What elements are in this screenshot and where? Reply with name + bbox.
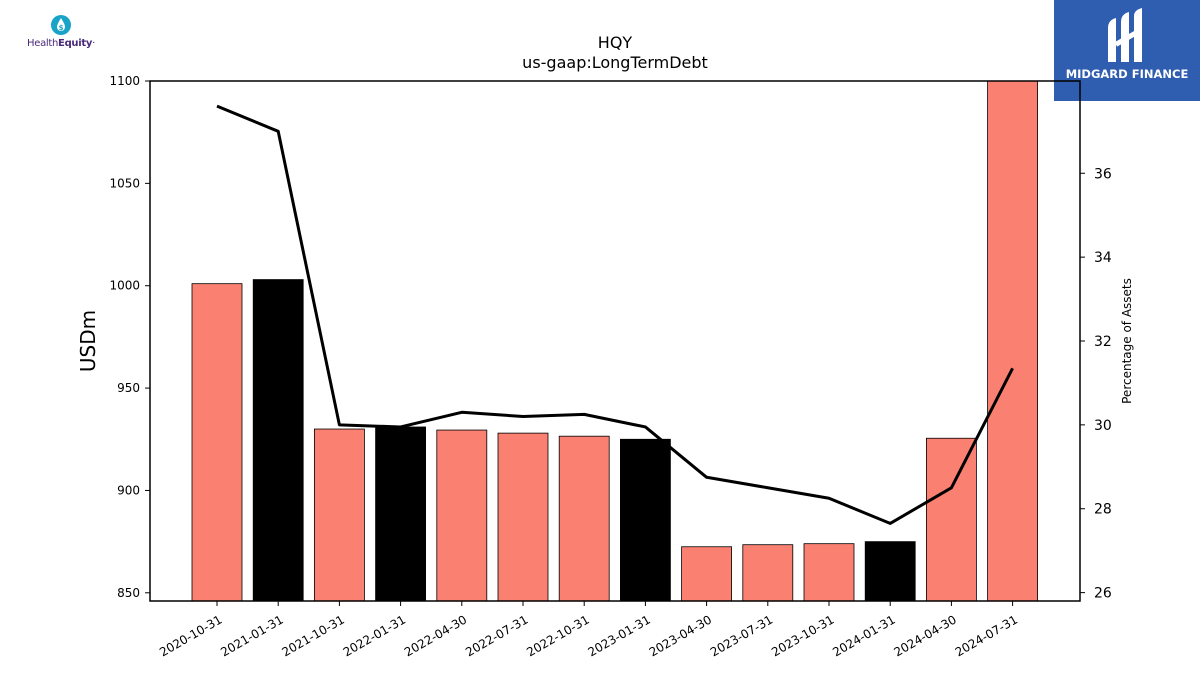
x-tick-label-2023-10-31: 2023-10-31	[769, 612, 836, 659]
y-tick-label-950: 950	[117, 381, 140, 395]
x-tick-label-2020-10-31: 2020-10-31	[157, 612, 224, 659]
x-tick-label-2024-01-31: 2024-01-31	[830, 612, 897, 659]
bar-2021-01-31	[252, 279, 304, 602]
bar-2022-07-31	[497, 432, 549, 602]
bar-2023-07-31	[742, 544, 794, 602]
x-tick-label-2023-07-31: 2023-07-31	[708, 612, 775, 659]
x-tick-label-2022-01-31: 2022-01-31	[341, 612, 408, 659]
healthequity-logo: $ HealthEquity·	[22, 14, 100, 58]
y2-tick-label-34: 34	[1094, 250, 1112, 266]
x-tick-label-2021-01-31: 2021-01-31	[218, 612, 285, 659]
healthequity-word-bold: Equity	[58, 38, 93, 49]
y2-tick-label-28: 28	[1094, 502, 1112, 518]
x-tick-label-2023-01-31: 2023-01-31	[585, 612, 652, 659]
y2-tick-label-32: 32	[1094, 334, 1112, 350]
bar-2024-07-31	[987, 80, 1038, 602]
dollar-drop-icon: $	[51, 15, 71, 35]
y-tick-label-900: 900	[117, 483, 140, 497]
bar-2021-10-31	[313, 428, 365, 602]
y-tick-label-1100: 1100	[109, 74, 140, 88]
healthequity-wordmark: HealthEquity·	[22, 38, 100, 49]
x-tick-label-2021-10-31: 2021-10-31	[279, 612, 346, 659]
x-tick-label-2023-04-30: 2023-04-30	[647, 612, 714, 659]
chart-subtitle: us-gaap:LongTermDebt	[522, 53, 708, 72]
bar-2024-04-30	[926, 437, 977, 602]
y2-tick-label-36: 36	[1094, 166, 1112, 182]
x-tick-label-2024-04-30: 2024-04-30	[891, 612, 958, 659]
bar-2023-01-31	[620, 438, 671, 602]
bar-2023-04-30	[681, 546, 732, 602]
bar-2022-10-31	[558, 435, 610, 602]
line-series	[216, 104, 1014, 525]
x-tick-label-2024-07-31: 2024-07-31	[953, 612, 1020, 659]
midgard-finance-name: MIDGARD FINANCE	[1065, 67, 1189, 81]
healthequity-word-regular: Health	[27, 38, 59, 49]
y2-axis-label: Percentage of Assets	[1120, 278, 1134, 404]
y-tick-label-1050: 1050	[109, 176, 140, 190]
x-tick-label-2022-07-31: 2022-07-31	[463, 612, 530, 659]
bar-2022-04-30	[436, 429, 488, 602]
bar-2022-01-31	[375, 426, 427, 602]
bar-series	[191, 80, 1038, 602]
bar-2020-10-31	[191, 283, 243, 602]
chart-title: HQY	[598, 33, 633, 52]
x-tick-label-2022-10-31: 2022-10-31	[524, 612, 591, 659]
y2-tick-label-26: 26	[1094, 586, 1112, 602]
x-tick-label-2022-04-30: 2022-04-30	[402, 612, 469, 659]
y-tick-label-1000: 1000	[109, 279, 140, 293]
midgard-finance-logo: MIDGARD FINANCE	[1054, 0, 1200, 101]
bar-2024-01-31	[864, 541, 916, 602]
bar-2023-10-31	[803, 543, 855, 602]
midgard-finance-icon	[1108, 8, 1142, 62]
y-tick-label-850: 850	[117, 586, 140, 600]
percentage-of-assets-line	[216, 104, 1014, 525]
y2-tick-label-30: 30	[1094, 418, 1112, 434]
y-axis-label: USDm	[76, 310, 100, 372]
healthequity-tm: ·	[92, 38, 95, 49]
svg-text:$: $	[59, 24, 64, 32]
